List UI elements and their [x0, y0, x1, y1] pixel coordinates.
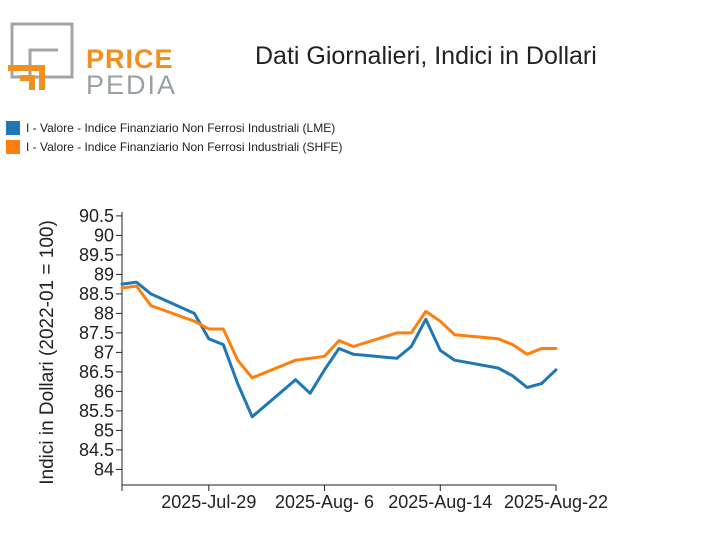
chart-title: Dati Giornalieri, Indici in Dollari: [255, 42, 597, 70]
y-tick-label: 84: [94, 459, 114, 479]
legend-swatch-lme: [6, 120, 20, 135]
pricepedia-logo: PRICE PEDIA: [8, 20, 175, 100]
y-tick-label: 85: [94, 420, 114, 440]
series-line-lme: [120, 280, 558, 419]
legend-swatch-shfe: [6, 139, 20, 154]
y-tick-label: 90: [94, 225, 114, 245]
y-tick-label: 88.5: [79, 284, 114, 304]
chart-axes: 8484.58585.58686.58787.58888.58989.59090…: [79, 206, 608, 512]
y-tick-label: 90.5: [79, 206, 114, 226]
x-tick-label: 2025-Aug- 6: [275, 492, 374, 512]
legend: I - Valore - Indice Finanziario Non Ferr…: [6, 118, 343, 156]
y-tick-label: 86.5: [79, 362, 114, 382]
y-tick-label: 88: [94, 303, 114, 323]
y-tick-label: 89: [94, 264, 114, 284]
series-line-shfe: [120, 284, 558, 380]
logo-corner-orange-inner: [20, 75, 35, 90]
logo-text-price: PRICE: [86, 44, 174, 74]
x-tick-label: 2025-Aug-14: [388, 492, 492, 512]
y-tick-label: 89.5: [79, 245, 114, 265]
legend-label-shfe: I - Valore - Indice Finanziario Non Ferr…: [26, 139, 343, 154]
y-tick-label: 86: [94, 381, 114, 401]
legend-item-lme[interactable]: I - Valore - Indice Finanziario Non Ferr…: [6, 118, 343, 137]
y-tick-label: 85.5: [79, 401, 114, 421]
y-tick-label: 87.5: [79, 323, 114, 343]
y-axis-label: Indici in Dollari (2022-01 = 100): [37, 220, 58, 485]
x-tick-label: 2025-Aug-22: [504, 492, 608, 512]
logo-mark-icon: [8, 22, 74, 90]
x-tick-label: 2025-Jul-29: [161, 492, 256, 512]
legend-item-shfe[interactable]: I - Valore - Indice Finanziario Non Ferr…: [6, 137, 343, 156]
legend-label-lme: I - Valore - Indice Finanziario Non Ferr…: [26, 120, 336, 135]
logo-text-pedia: PEDIA: [86, 70, 178, 100]
y-tick-label: 84.5: [79, 440, 114, 460]
y-tick-label: 87: [94, 342, 114, 362]
chart-series: [120, 280, 558, 419]
logo-corner-orange-outer: [8, 65, 45, 90]
